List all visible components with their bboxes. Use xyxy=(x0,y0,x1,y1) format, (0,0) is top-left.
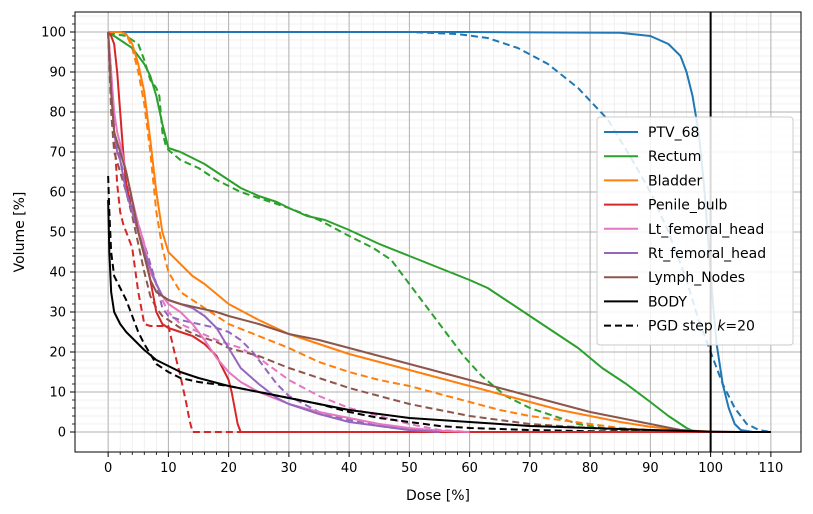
y-tick-label: 90 xyxy=(49,66,66,81)
y-axis-ticks: 0 10 20 30 40 50 60 70 80 90 100 xyxy=(41,15,75,441)
x-tick-label: 40 xyxy=(341,461,358,476)
y-tick-label: 0 xyxy=(58,426,66,441)
series-line-penile-bulb xyxy=(107,31,771,433)
y-tick-label: 30 xyxy=(49,306,66,321)
series-line-rectum xyxy=(107,31,711,433)
x-tick-label: 50 xyxy=(401,461,418,476)
y-tick-label: 60 xyxy=(49,186,66,201)
legend-label: Penile_bulb xyxy=(648,198,727,214)
x-tick-label: 100 xyxy=(698,461,723,476)
x-tick-label: 110 xyxy=(758,461,783,476)
legend-label: Lt_femoral_head xyxy=(648,222,764,238)
y-tick-label: 50 xyxy=(49,226,66,241)
series-line-lt-femoral-head xyxy=(107,31,470,433)
legend-label: BODY xyxy=(648,294,687,310)
y-axis-label: Volume [%] xyxy=(12,192,28,273)
legend-box xyxy=(596,116,794,346)
series-line-rectum-pgd xyxy=(107,31,711,433)
x-axis-ticks: 0 10 20 30 40 50 60 70 80 90 100 110 xyxy=(104,452,783,476)
series-line-body-pgd xyxy=(107,175,711,433)
x-tick-label: 20 xyxy=(220,461,237,476)
legend-label: PTV_68 xyxy=(648,125,699,141)
y-tick-label: 80 xyxy=(49,106,66,121)
x-tick-label: 0 xyxy=(104,461,112,476)
legend-label: Lymph_Nodes xyxy=(648,270,745,286)
legend-label: Rt_femoral_head xyxy=(648,246,766,262)
x-tick-label: 80 xyxy=(582,461,599,476)
y-tick-label: 70 xyxy=(49,146,66,161)
series-line-bladder-pgd xyxy=(108,31,711,433)
y-tick-label: 40 xyxy=(49,266,66,281)
y-tick-label: 20 xyxy=(49,346,66,361)
y-tick-label: 10 xyxy=(49,386,66,401)
x-tick-label: 10 xyxy=(160,461,177,476)
y-tick-label: 100 xyxy=(41,26,66,41)
series-line-penile-bulb-pgd xyxy=(107,31,771,433)
series-line-lymph-nodes xyxy=(107,31,711,433)
x-tick-label: 30 xyxy=(281,461,298,476)
series-line-body xyxy=(107,199,771,433)
legend-label: Bladder xyxy=(648,173,702,189)
legend-label: Rectum xyxy=(648,149,701,165)
x-axis-label: Dose [%] xyxy=(406,488,470,504)
series-line-bladder xyxy=(108,31,711,433)
legend-label: PGD step k=20 xyxy=(648,319,755,335)
x-tick-label: 90 xyxy=(642,461,659,476)
x-tick-label: 60 xyxy=(461,461,478,476)
x-tick-label: 70 xyxy=(522,461,539,476)
legend: PTV_68 Rectum Bladder Penile_bulb Lt_femoral… xyxy=(596,116,794,346)
